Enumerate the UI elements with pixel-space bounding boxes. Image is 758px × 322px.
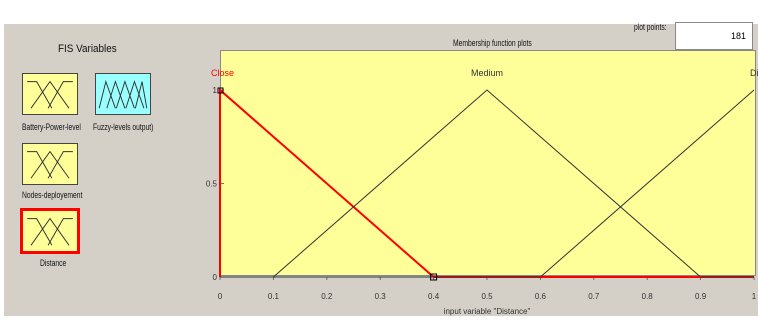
variable-label-fuzzy-levels: Fuzzy-levels output) [93, 122, 154, 132]
variable-nodes-deployement[interactable] [22, 143, 78, 185]
x-tick-label: 0.6 [535, 292, 547, 301]
mf-handle-close-end [430, 273, 438, 281]
triangle-mf-icon [27, 217, 73, 246]
mf-line-close[interactable] [219, 87, 754, 278]
x-tick-label: 0.8 [642, 292, 654, 301]
y-tick-label: 0 [213, 273, 218, 282]
variable-label-distance: Distance [40, 258, 67, 268]
triangle-mf-icon [27, 80, 73, 109]
x-tick-label: 1 [752, 292, 757, 301]
y-tick-label: 0.5 [206, 180, 218, 189]
x-tick-label: 0.7 [588, 292, 600, 301]
variable-battery-power-level[interactable] [22, 73, 78, 115]
x-tick-label: 0.4 [428, 292, 440, 301]
x-axis-label: input variable "Distance" [444, 307, 531, 316]
mf-line-medium [220, 89, 754, 278]
variable-distance[interactable] [20, 208, 80, 254]
triangle-mf-icon [27, 150, 73, 179]
variable-label-nodes: Nodes-deployement [22, 190, 83, 200]
mf-line-dist [220, 89, 755, 278]
plot-points-label: plot points: [634, 22, 667, 32]
fis-variables-title: FIS Variables [58, 43, 117, 55]
y-tick-label: 1 [213, 86, 218, 95]
x-tick-label: 0.1 [268, 292, 280, 301]
x-tick-label: 0 [218, 292, 223, 301]
mf-label-medium[interactable]: Medium [471, 68, 503, 78]
mf-label-close[interactable]: Close [211, 68, 234, 78]
x-tick-label: 0.5 [481, 292, 493, 301]
x-tick-label: 0.3 [375, 292, 387, 301]
plot-points-input[interactable]: 181 [675, 22, 753, 50]
variable-fuzzy-levels-output[interactable] [95, 73, 151, 115]
variable-label-battery: Battery-Power-level [22, 122, 81, 132]
triangle-mf-icon [98, 79, 148, 109]
mf-handle-close-start [217, 87, 224, 94]
mf-label-dist[interactable]: Dist [750, 68, 758, 78]
x-tick-label: 0.9 [695, 292, 707, 301]
x-tick-label: 0.2 [321, 292, 333, 301]
plot-title: Membership function plots [453, 38, 532, 48]
